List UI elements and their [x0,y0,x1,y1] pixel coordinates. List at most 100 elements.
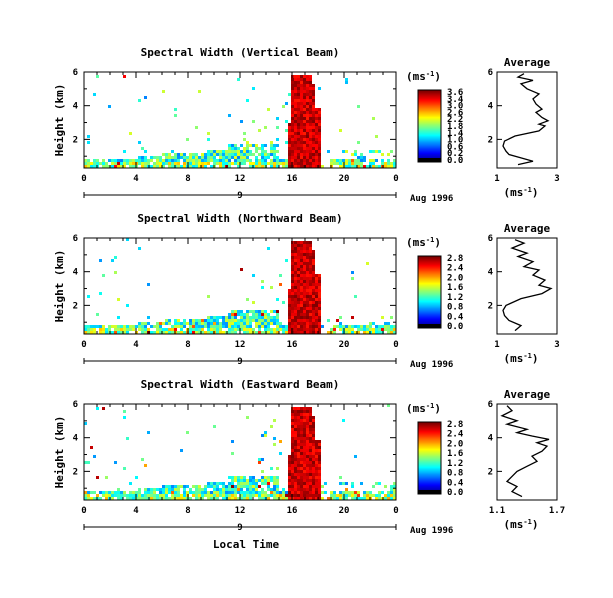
colorbar-swatch [418,449,441,452]
colorbar-swatch [418,146,441,149]
colorbar-swatch [418,156,441,158]
profile-line [500,405,550,498]
colorbar-swatch [418,435,441,437]
colorbar-zero [418,490,441,494]
colorbar-swatch [418,276,441,279]
colorbar-swatch [418,289,441,292]
colorbar-swatch [418,277,441,280]
colorbar-swatch [418,256,441,258]
colorbar-swatch [418,483,441,485]
colorbar-swatch [418,104,441,107]
profile-xlabel-close: ) [532,186,539,199]
colorbar-tick-label: 0.4 [447,312,464,322]
colorbar-swatch [418,99,441,102]
colorbar-swatch [418,280,441,282]
colorbar-swatch [418,96,441,98]
date-marker: 9 [237,357,242,367]
colorbar-swatch [418,441,441,443]
colorbar-tick-label: 2.0 [447,273,463,283]
colorbar-swatch [418,111,441,114]
colorbar-swatch [418,447,441,449]
colorbar-swatch [418,479,441,482]
profile-x-tick-label: 1 [494,340,499,350]
colorbar-swatch [418,264,441,267]
colorbar-swatch [418,292,441,294]
colorbar-swatch [418,282,441,285]
colorbar-tick-label: 2.0 [447,439,463,449]
colorbar-swatch [418,268,441,270]
colorbar-swatch [418,262,441,264]
colorbar-swatch [418,478,441,481]
y-axis-label: Height (km) [53,84,66,157]
colorbar-swatch [418,154,441,157]
x-tick-label: 12 [235,506,246,516]
profile-y-tick-label: 6 [488,234,493,244]
profile-plot: Average 1.1 1.7 6 4 2 (ms-1) [488,388,566,531]
colorbar-tick-label: 1.2 [447,293,463,303]
panel-title: Spectral Width (Vertical Beam) [141,46,340,59]
y-tick-label: 4 [73,102,79,112]
colorbar-swatch [418,108,441,110]
colorbar-swatch [418,454,441,457]
colorbar-swatch [418,118,441,121]
profile-xlabel: (ms-1) [504,352,539,365]
colorbar-swatch [418,275,441,277]
colorbar-swatch [418,425,441,428]
colorbar-swatch [418,306,441,309]
colorbar-swatch [418,434,441,436]
colorbar-swatch [418,442,441,445]
colorbar-swatch [418,471,441,473]
colorbar-swatch [418,472,441,475]
x-tick-label: 0 [393,340,398,350]
colorbar-swatch [418,305,441,307]
colorbar-swatch [418,117,441,120]
x-tick-label: 8 [185,506,190,516]
colorbar-swatch [418,284,441,287]
colorbar-swatch [418,271,441,274]
colorbar-swatch [418,120,441,122]
y-tick-label: 6 [73,68,78,78]
colorbar-swatch [418,459,441,461]
colorbar-swatch [418,314,441,317]
colorbar-unit-close: ) [434,402,441,415]
colorbar-tick-label: 2.8 [447,420,463,430]
colorbar-swatch [418,286,441,288]
colorbar-zero [418,158,441,162]
x-tick-label: 8 [185,174,190,184]
profile-y-tick-label: 2 [488,301,493,311]
colorbar-swatch [418,486,441,489]
colorbar-swatch [418,127,441,129]
colorbar-swatch [418,468,441,471]
colorbar-swatch [418,316,441,318]
colorbar-tick-label: 0.8 [447,469,463,479]
colorbar-unit-sup: -1 [426,70,434,78]
colorbar-swatch [418,124,441,127]
x-tick-label: 4 [133,506,139,516]
colorbar-swatch [418,485,441,488]
colorbar-swatch [418,296,441,299]
colorbar-swatch [418,462,441,465]
colorbar-swatch [418,317,441,319]
colorbar-swatch [418,269,441,271]
y-axis-label: Height (km) [53,416,66,489]
colorbar-swatch [418,444,441,447]
x-tick-label: 4 [133,174,139,184]
colorbar-tick-label: 2.2 [447,115,463,125]
colorbar-swatch [418,428,441,430]
colorbar-swatch [418,130,441,133]
profile-xlabel: (ms-1) [504,186,539,199]
colorbar-tick-label: 1.6 [447,449,463,459]
y-tick-label: 2 [73,135,78,145]
panel-title: Spectral Width (Northward Beam) [137,212,342,225]
date-label: Aug 1996 [410,194,453,204]
colorbar-swatch [418,310,441,312]
colorbar-swatch [418,132,441,134]
y-axis-label: Height (km) [53,250,66,323]
colorbar-swatch [418,438,441,441]
panel-2: Spectral Width (Northward Beam)0 4 8 12 16 20… [53,212,560,370]
colorbar-frame [417,255,442,329]
colorbar-tick-label: 2.4 [447,264,464,274]
colorbar-unit: (ms-1) [406,402,441,415]
colorbar-swatch [418,257,441,259]
colorbar-swatch [418,114,441,116]
